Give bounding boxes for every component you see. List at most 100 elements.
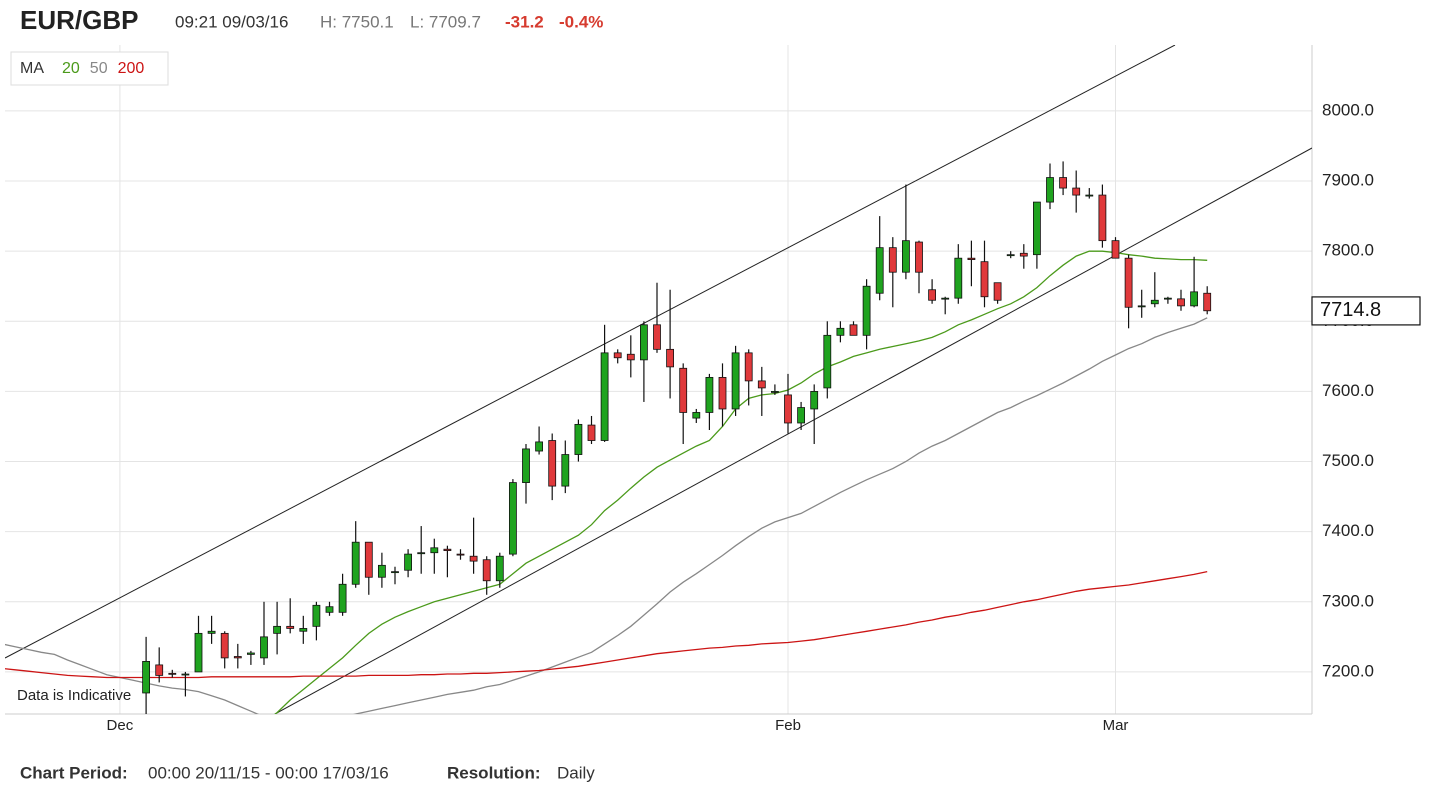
y-tick-label: 7200.0	[1322, 661, 1374, 680]
candle-body	[548, 440, 557, 487]
candle-body	[1164, 297, 1172, 300]
candle-body	[142, 661, 151, 694]
candle-body	[1111, 240, 1120, 259]
candle-body	[653, 324, 661, 350]
candle-body	[456, 553, 465, 556]
candle-body	[168, 672, 177, 675]
candle-body	[993, 282, 1002, 301]
trendline	[5, 45, 1176, 659]
candle-body	[941, 297, 950, 300]
candle-body	[771, 391, 779, 393]
candle-body	[207, 630, 216, 634]
change-pct: -0.4%	[559, 12, 603, 31]
candle-body	[220, 632, 229, 659]
candle-body	[915, 241, 923, 273]
candle-body	[666, 348, 674, 368]
timestamp: 09:21 09/03/16	[175, 12, 288, 31]
candle-body	[640, 324, 648, 361]
y-tick-label: 8000.0	[1322, 100, 1374, 119]
last-price-box	[1311, 296, 1421, 326]
candle-body	[482, 559, 491, 582]
candle-body	[351, 541, 360, 585]
candle-body	[1046, 177, 1054, 203]
candle-body	[561, 454, 570, 487]
candle-body	[338, 583, 347, 613]
trendline	[274, 147, 1312, 714]
candle-body	[626, 353, 635, 361]
candle-body	[1085, 194, 1094, 197]
x-tick-label: Feb	[775, 717, 801, 734]
period: 00:00 20/11/15 - 00:00 17/03/16	[148, 763, 389, 782]
change: -31.2	[505, 12, 544, 31]
ma-lines	[5, 250, 1208, 714]
x-tick-label: Dec	[107, 717, 134, 734]
candle-body	[1190, 291, 1198, 307]
candle-body	[522, 448, 530, 483]
candle-body	[587, 424, 596, 441]
candle-body	[273, 625, 282, 634]
candle-body	[718, 376, 727, 410]
candle-body	[744, 352, 753, 382]
candle-body	[613, 352, 622, 359]
grid	[5, 45, 1312, 714]
period-label: Chart Period:	[20, 763, 128, 782]
candle-body	[731, 352, 740, 410]
ma-line	[5, 570, 1208, 679]
candle-body	[679, 367, 688, 413]
candle-body	[325, 606, 334, 613]
candle-body	[391, 571, 399, 574]
legend-box	[10, 51, 169, 86]
candle-body	[875, 247, 884, 294]
candle-body	[862, 285, 871, 336]
legend: 20 50 200	[62, 60, 144, 77]
candle-body	[246, 652, 255, 655]
legend-entry: 20	[62, 60, 80, 77]
candle-body	[181, 673, 190, 676]
candle-body	[574, 423, 583, 455]
candle-body	[902, 240, 910, 273]
candle-body	[377, 564, 386, 578]
candle-body	[967, 257, 976, 260]
candle-body	[443, 548, 452, 552]
high-text: H: 7750.1	[320, 12, 394, 31]
legend-entry: 50	[90, 60, 108, 77]
candle-body	[797, 407, 805, 424]
candle-body	[836, 327, 845, 336]
candle-body	[312, 604, 321, 627]
candle-body	[299, 628, 308, 632]
candle-body	[810, 391, 819, 410]
candle-body	[600, 352, 609, 441]
symbol: EUR/GBP	[20, 5, 138, 35]
candle-body	[495, 555, 504, 582]
candle-body	[194, 632, 203, 673]
candle-body	[364, 541, 373, 578]
candle-body	[705, 376, 714, 413]
low-text: L: 7709.7	[410, 12, 481, 31]
y-tick-label: 7600.0	[1322, 381, 1374, 400]
candle-body	[849, 324, 858, 336]
candle-body	[1177, 298, 1185, 307]
candle-body	[417, 552, 426, 555]
candle-body	[430, 547, 439, 554]
candle-body	[155, 664, 164, 676]
candle-body	[1124, 257, 1133, 308]
y-tick-label: 7500.0	[1322, 451, 1374, 470]
legend-title: MA	[20, 60, 44, 77]
legend-entry: 200	[118, 60, 145, 77]
candle-body	[757, 380, 766, 389]
y-tick-label: 7900.0	[1322, 171, 1374, 190]
resolution-label: Resolution:	[447, 763, 541, 782]
candle-body	[928, 289, 936, 301]
candle-body	[888, 247, 897, 273]
candle-body	[233, 656, 242, 659]
y-tick-label: 7800.0	[1322, 241, 1374, 260]
ma-line	[5, 317, 1208, 714]
y-tick-label: 7400.0	[1322, 521, 1374, 540]
candle-body	[954, 257, 963, 299]
candle-body	[508, 482, 517, 555]
candle-body	[1150, 299, 1159, 305]
candle-body	[980, 261, 989, 298]
candles	[142, 161, 1212, 714]
candle-body	[1006, 254, 1015, 257]
candle-body	[404, 553, 413, 571]
